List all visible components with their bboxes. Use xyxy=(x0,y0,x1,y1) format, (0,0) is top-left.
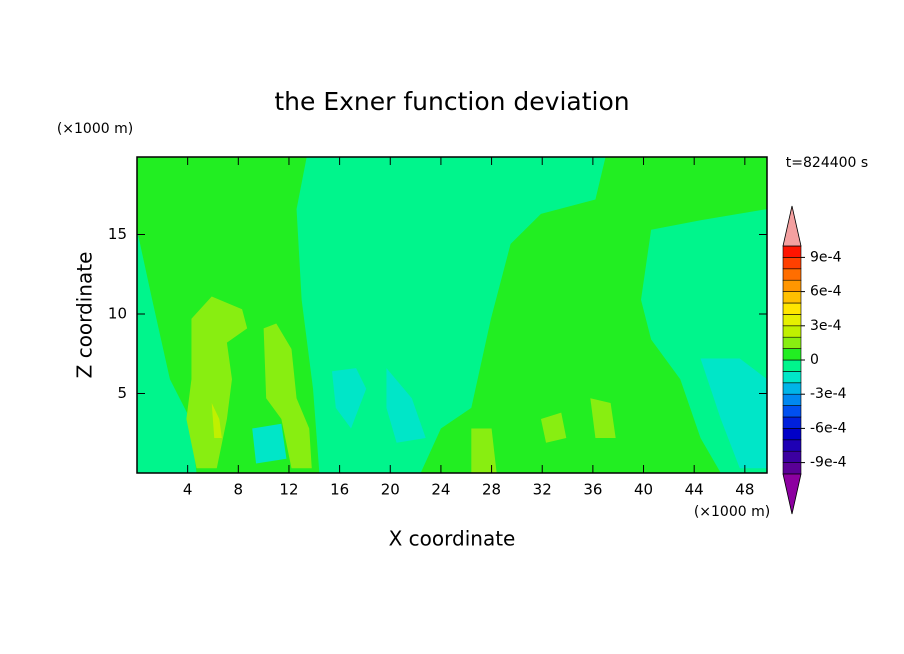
x-tick-label: 20 xyxy=(381,481,400,499)
colorbar-over xyxy=(782,205,802,247)
contour-region xyxy=(540,412,567,443)
y-axis-label: Z coordinate xyxy=(73,252,97,379)
y-tick-label: 5 xyxy=(117,384,127,402)
colorbar-box xyxy=(782,302,802,315)
colorbar-box xyxy=(782,348,802,361)
contour-region xyxy=(590,398,616,439)
colorbar-box xyxy=(782,359,802,372)
colorbar-box xyxy=(782,257,802,270)
x-tick-label: 36 xyxy=(583,481,602,499)
colorbar-tick-label: 9e-4 xyxy=(810,249,842,265)
plot-frame xyxy=(136,156,768,474)
colorbar-box xyxy=(782,245,802,258)
x-tick-label: 4 xyxy=(183,481,193,499)
x-tick-label: 48 xyxy=(735,481,754,499)
x-unit: (×1000 m) xyxy=(694,504,770,520)
x-tick-label: 12 xyxy=(279,481,298,499)
x-tick-label: 24 xyxy=(431,481,450,499)
colorbar-box xyxy=(782,325,802,338)
contour-region xyxy=(211,403,222,439)
colorbar-box xyxy=(782,416,802,429)
colorbar-box xyxy=(782,450,802,463)
x-tick-label: 16 xyxy=(330,481,349,499)
y-tick-label: 15 xyxy=(108,225,127,243)
contour-region xyxy=(332,368,367,429)
colorbar-box xyxy=(782,336,802,349)
colorbar-box xyxy=(782,382,802,395)
x-axis-label: X coordinate xyxy=(389,527,516,551)
contour-region xyxy=(700,358,767,469)
contour-region xyxy=(252,423,287,464)
contour-region xyxy=(420,157,767,473)
colorbar-tick-label: 3e-4 xyxy=(810,318,842,334)
x-tick-label: 32 xyxy=(533,481,552,499)
colorbar-box xyxy=(782,439,802,452)
colorbar-tick-label: -9e-4 xyxy=(810,455,847,471)
y-unit: (×1000 m) xyxy=(57,121,133,137)
contour-region xyxy=(186,296,248,469)
chart-title: the Exner function deviation xyxy=(274,87,629,116)
colorbar-tick-label: -6e-4 xyxy=(810,420,847,436)
time-label: t=824400 s xyxy=(786,155,868,171)
colorbar-box xyxy=(782,268,802,281)
colorbar-box xyxy=(782,314,802,327)
contour-region xyxy=(263,323,312,469)
colorbar-tick-label: 6e-4 xyxy=(810,284,842,300)
contour-region xyxy=(137,229,197,473)
colorbar-box xyxy=(782,279,802,292)
x-tick-label: 44 xyxy=(685,481,704,499)
colorbar-box xyxy=(782,371,802,384)
colorbar-tick-label: 0 xyxy=(810,352,819,368)
contour-region xyxy=(471,428,497,473)
colorbar-box xyxy=(782,462,802,475)
y-tick-label: 10 xyxy=(108,305,127,323)
colorbar-box xyxy=(782,393,802,406)
colorbar-tick-label: -3e-4 xyxy=(810,386,847,402)
x-tick-label: 40 xyxy=(634,481,653,499)
colorbar-box xyxy=(782,428,802,441)
contour-region xyxy=(386,368,426,443)
colorbar-under xyxy=(782,473,802,515)
x-tick-label: 28 xyxy=(482,481,501,499)
colorbar-box xyxy=(782,405,802,418)
x-tick-label: 8 xyxy=(234,481,244,499)
colorbar-box xyxy=(782,291,802,304)
